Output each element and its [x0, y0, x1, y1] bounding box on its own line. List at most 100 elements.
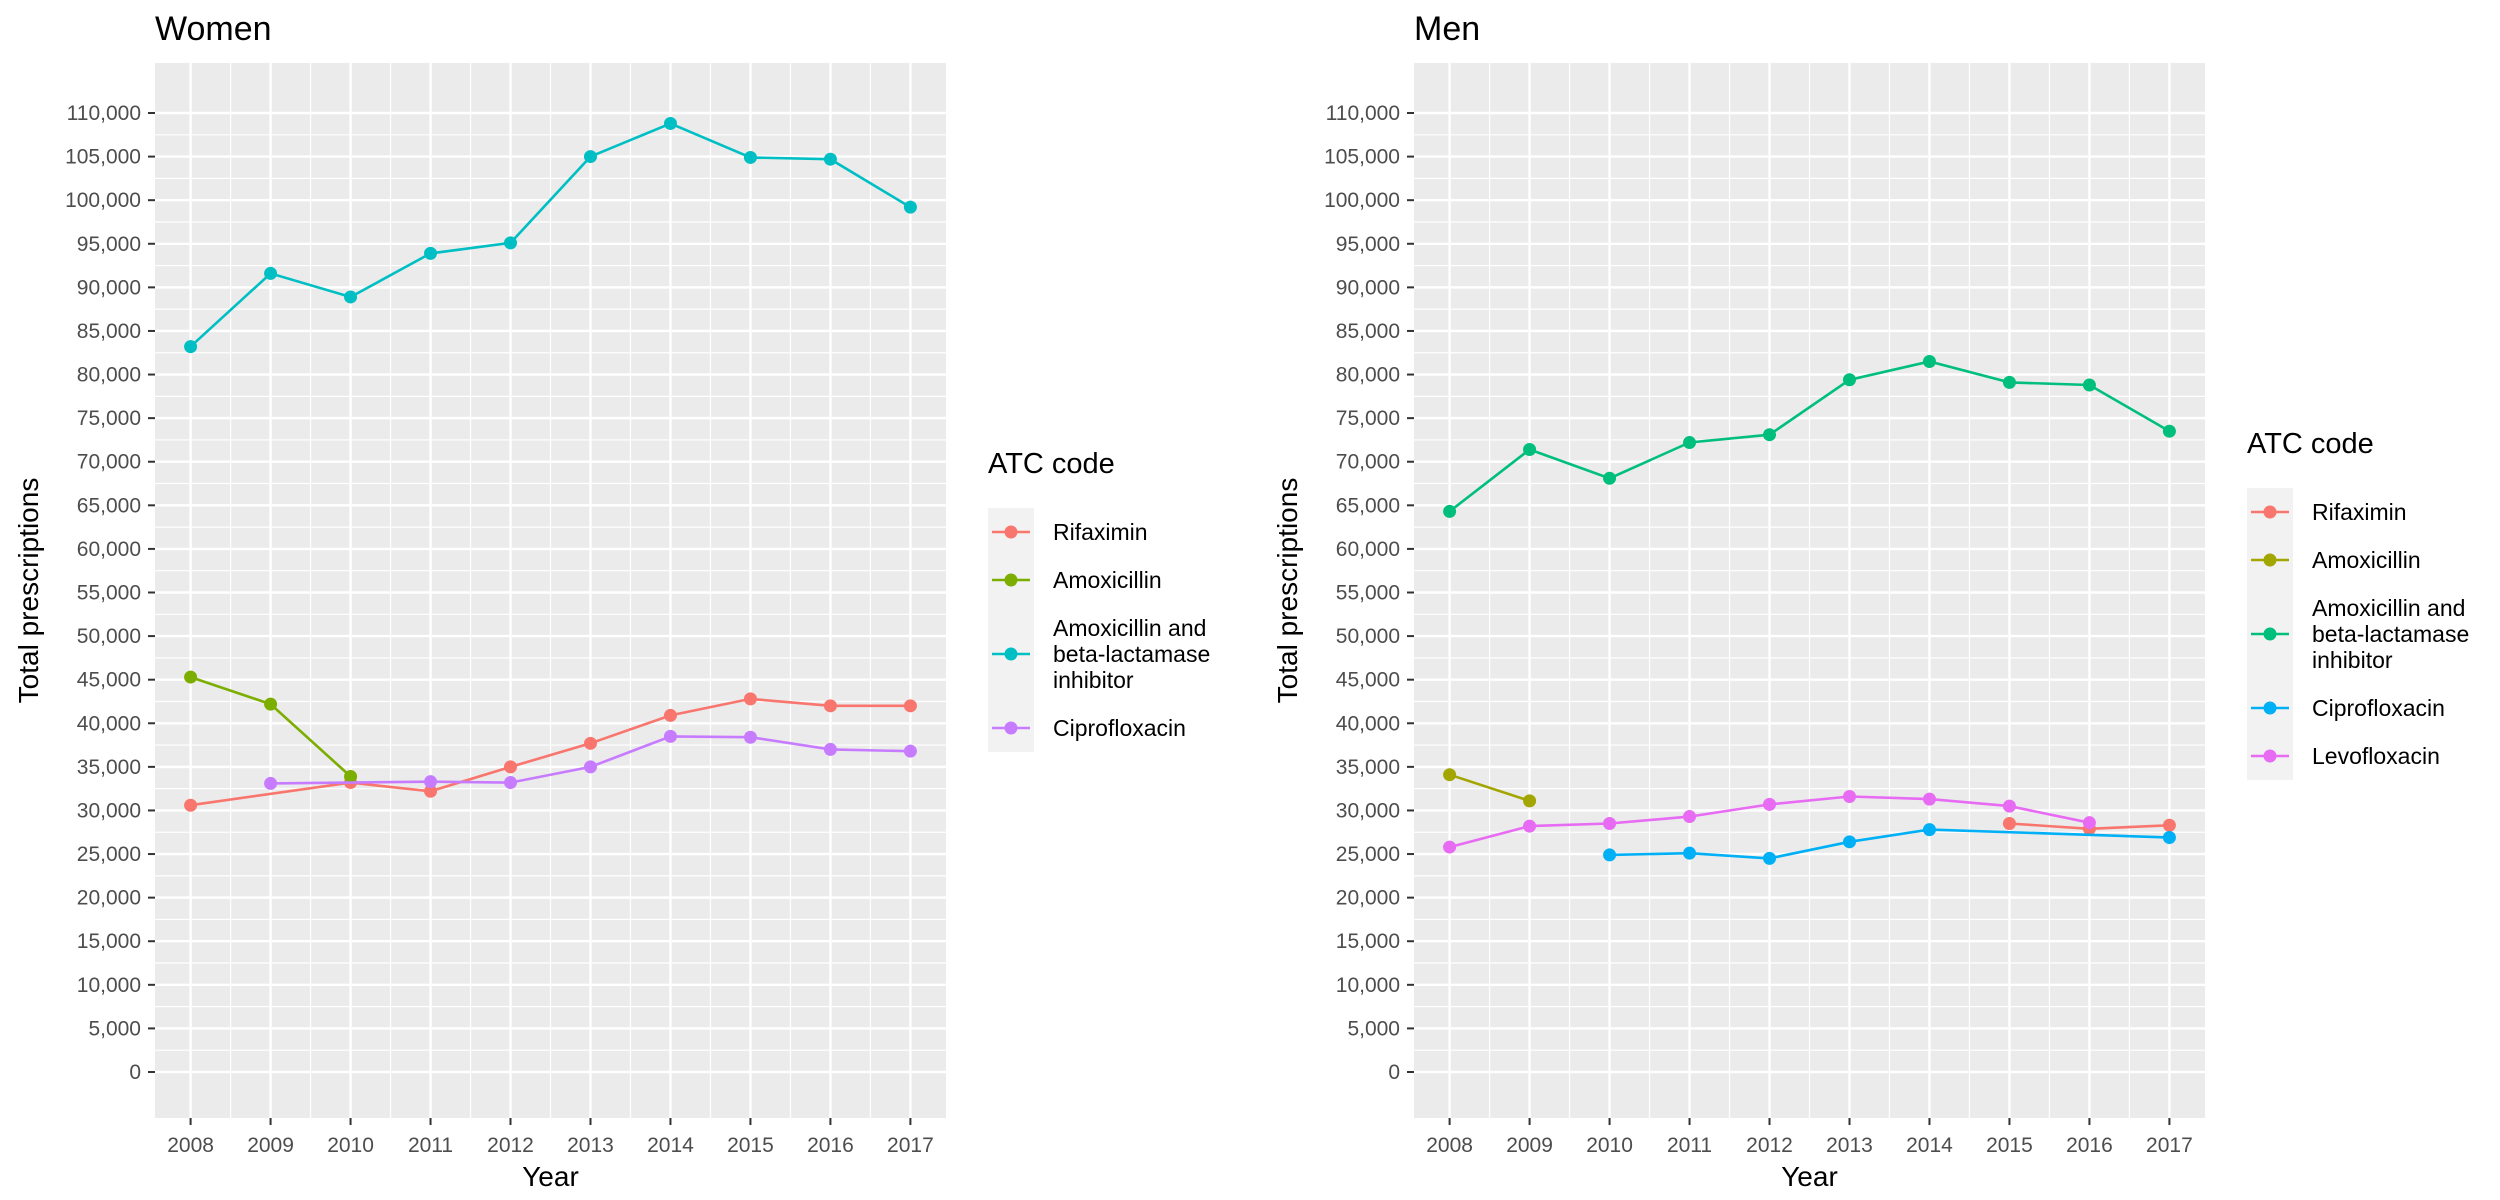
legend-item-ciprofloxacin: Ciprofloxacin: [2247, 684, 2445, 732]
y-tick-label: 95,000: [77, 233, 141, 256]
data-point: [2002, 375, 2016, 389]
legend-label: Amoxicillin: [2312, 547, 2421, 573]
legend-label: Ciprofloxacin: [2312, 695, 2445, 721]
y-tick-label: 80,000: [1336, 364, 1400, 387]
data-point: [1443, 768, 1457, 782]
legend-label: Amoxicillin and beta-lactamase inhibitor: [1053, 615, 1210, 693]
data-point: [1922, 354, 1936, 368]
legend-label: Rifaximin: [1053, 519, 1148, 545]
x-tick-label: 2014: [1906, 1134, 1953, 1157]
data-point: [663, 116, 677, 130]
series-line: [1448, 360, 2171, 513]
y-tick-label: 35,000: [77, 756, 141, 779]
legend: ATC code Rifaximin Amoxicillin Amoxicillin …: [2247, 428, 2469, 780]
series-group: [184, 116, 917, 812]
data-point: [583, 736, 597, 750]
x-axis: 2008 2009 2010 2011 2012 2013 2014 2015 2016 2017: [1426, 1118, 2193, 1157]
x-tick-label: 2015: [727, 1134, 774, 1157]
series-levofloxacin: [1443, 790, 2096, 854]
data-point: [823, 742, 837, 756]
y-tick-label: 80,000: [77, 364, 141, 387]
chart-title: Men: [1414, 10, 1480, 48]
x-tick-label: 2008: [1426, 1134, 1473, 1157]
y-tick-label: 95,000: [1336, 233, 1400, 256]
y-axis-title: Total prescriptions: [1272, 478, 1303, 704]
data-point: [1683, 810, 1697, 824]
y-tick-label: 70,000: [1336, 451, 1400, 474]
data-point: [2162, 424, 2176, 438]
x-axis-title: Year: [522, 1161, 579, 1192]
data-point: [1603, 848, 1617, 862]
y-tick-label: 25,000: [77, 843, 141, 866]
y-tick-label: 10,000: [1336, 974, 1400, 997]
data-point: [2162, 818, 2176, 832]
legend-item-levofloxacin: Levofloxacin: [2247, 732, 2440, 780]
legend: ATC code Rifaximin Amoxicillin Amoxicillin …: [988, 448, 1210, 752]
y-tick-label: 65,000: [77, 494, 141, 517]
data-point: [1763, 428, 1777, 442]
x-tick-label: 2008: [167, 1134, 214, 1157]
chart-panel-men: 0 5,000 10,000 15,000 20,000 25,000 30,000 35,0…: [1272, 10, 2469, 1192]
data-point: [264, 776, 278, 790]
data-point: [743, 150, 757, 164]
grid-lines: [1414, 63, 2205, 1118]
data-point: [184, 670, 198, 684]
y-tick-label: 10,000: [77, 974, 141, 997]
series-ciprofloxacin: [1603, 823, 2176, 865]
legend-label: Amoxicillin: [1053, 567, 1162, 593]
x-tick-label: 2009: [1506, 1134, 1553, 1157]
data-point: [1922, 792, 1936, 806]
y-tick-label: 0: [129, 1061, 141, 1084]
data-point: [583, 150, 597, 164]
data-point: [344, 769, 358, 783]
data-point: [1763, 797, 1777, 811]
x-tick-label: 2016: [807, 1134, 854, 1157]
legend-key-point: [1004, 721, 1018, 735]
legend-key-point: [2263, 553, 2277, 567]
data-point: [1523, 794, 1537, 808]
y-tick-label: 105,000: [1324, 146, 1400, 169]
x-tick-label: 2010: [1586, 1134, 1633, 1157]
data-point: [903, 699, 917, 713]
data-point: [424, 784, 438, 798]
y-tick-label: 85,000: [1336, 320, 1400, 343]
data-point: [823, 699, 837, 713]
y-tick-label: 45,000: [1336, 669, 1400, 692]
data-point: [903, 744, 917, 758]
y-axis: 0 5,000 10,000 15,000 20,000 25,000 30,000 35,0…: [65, 102, 155, 1084]
legend-item-amoxicillin-and-beta-lactamase-inhibitor: Amoxicillin and beta-lactamase inhibitor: [988, 604, 1210, 704]
data-point: [1443, 504, 1457, 518]
legend-title: ATC code: [2247, 428, 2374, 460]
data-point: [1842, 835, 1856, 849]
series-amoxicillin: [1443, 768, 1537, 808]
y-tick-label: 75,000: [77, 407, 141, 430]
legend-item-amoxicillin-and-beta-lactamase-inhibitor: Amoxicillin and beta-lactamase inhibitor: [2247, 584, 2469, 684]
series-amoxicillin-and-beta-lactamase-inhibitor: [1443, 354, 2176, 518]
x-tick-label: 2014: [647, 1134, 694, 1157]
chart-panel-women: 0 5,000 10,000 15,000 20,000 25,000 30,000 35,0…: [13, 10, 1210, 1192]
y-tick-label: 90,000: [77, 276, 141, 299]
legend-key-point: [2263, 701, 2277, 715]
data-point: [1922, 823, 1936, 837]
y-tick-label: 50,000: [1336, 625, 1400, 648]
data-point: [663, 708, 677, 722]
y-tick-label: 85,000: [77, 320, 141, 343]
y-tick-label: 20,000: [77, 887, 141, 910]
legend-key-point: [2263, 627, 2277, 641]
data-point: [1603, 471, 1617, 485]
legend-label: Rifaximin: [2312, 499, 2407, 525]
grid-lines: [155, 63, 946, 1118]
y-tick-label: 50,000: [77, 625, 141, 648]
data-point: [1523, 443, 1537, 457]
y-tick-label: 105,000: [65, 146, 141, 169]
series-group: [1443, 354, 2176, 865]
data-point: [344, 290, 358, 304]
y-tick-label: 55,000: [77, 582, 141, 605]
x-tick-label: 2010: [327, 1134, 374, 1157]
y-tick-label: 75,000: [1336, 407, 1400, 430]
chart-title: Women: [155, 10, 272, 48]
data-point: [2162, 830, 2176, 844]
y-tick-label: 60,000: [1336, 538, 1400, 561]
y-tick-label: 90,000: [1336, 276, 1400, 299]
y-tick-label: 5,000: [1347, 1017, 1400, 1040]
